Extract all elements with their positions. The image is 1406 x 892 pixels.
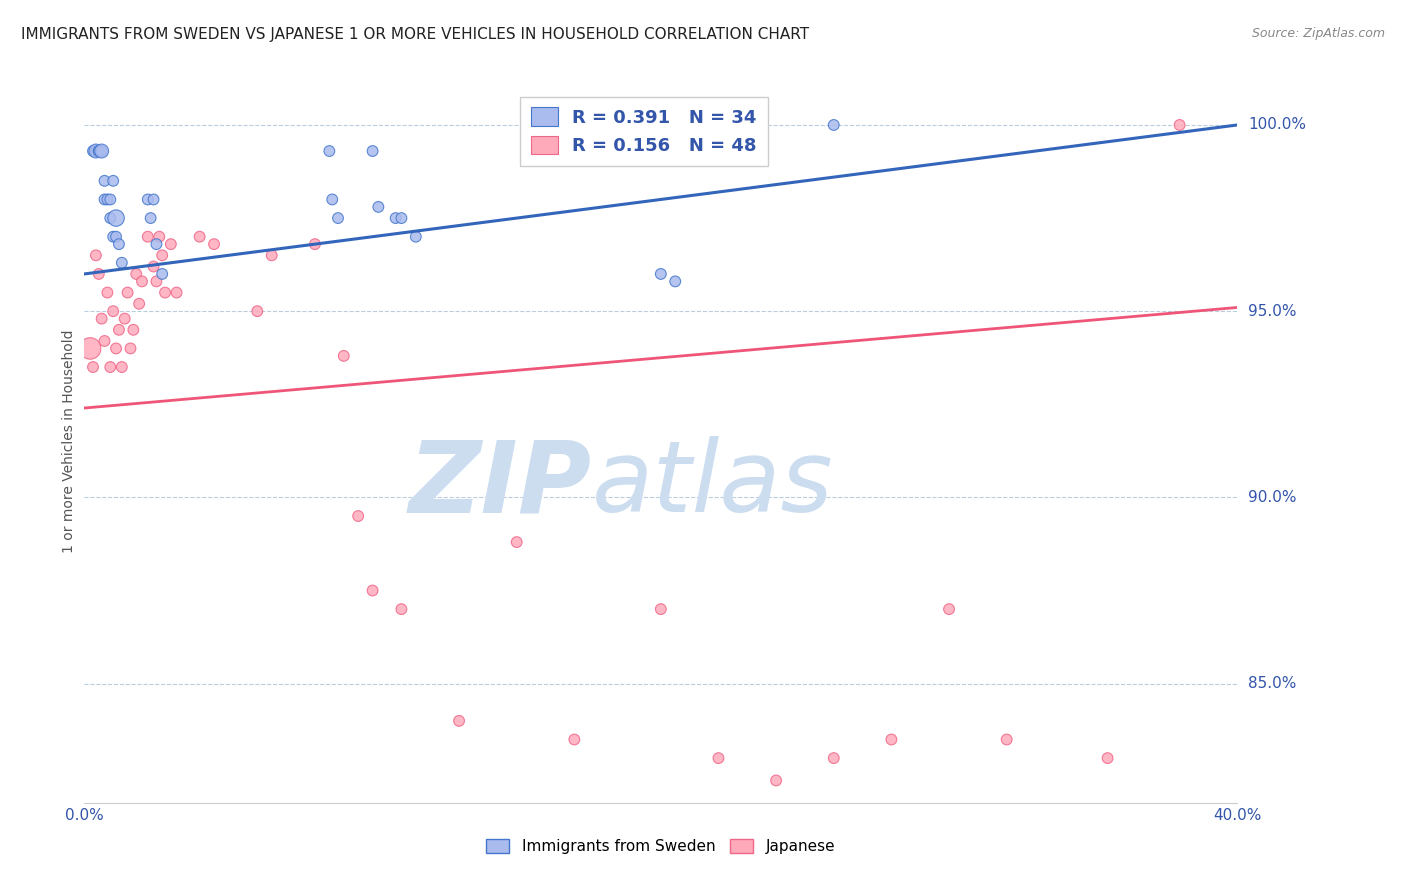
Point [160,237,183,252]
Point [202,237,225,252]
Point [304,237,326,252]
Point [823,751,845,765]
Text: 100.0%: 100.0% [1249,118,1306,133]
Point [318,144,340,158]
Point [111,256,134,270]
Point [108,323,131,337]
Point [938,602,960,616]
Point [765,773,787,788]
Point [150,267,173,281]
Point [361,144,384,158]
Point [82,144,104,158]
Point [347,509,370,524]
Text: 90.0%: 90.0% [1249,490,1296,505]
Point [188,229,211,244]
Point [326,211,349,225]
Point [108,237,131,252]
Point [321,193,343,207]
Point [90,144,112,158]
Point [131,274,153,288]
Point [105,342,128,356]
Text: atlas: atlas [592,436,834,533]
Point [96,285,118,300]
Point [114,311,136,326]
Point [246,304,269,318]
Point [93,334,115,348]
Point [880,732,903,747]
Point [405,229,427,244]
Point [650,602,672,616]
Point [136,193,159,207]
Point [153,285,176,300]
Point [995,732,1018,747]
Point [87,144,110,158]
Point [82,359,104,374]
Point [98,211,121,225]
Point [122,323,145,337]
Point [105,211,128,225]
Text: IMMIGRANTS FROM SWEDEN VS JAPANESE 1 OR MORE VEHICLES IN HOUSEHOLD CORRELATION C: IMMIGRANTS FROM SWEDEN VS JAPANESE 1 OR … [21,27,810,42]
Point [564,732,586,747]
Point [84,144,107,158]
Y-axis label: 1 or more Vehicles in Household: 1 or more Vehicles in Household [62,330,76,553]
Point [136,229,159,244]
Point [103,174,124,188]
Point [111,359,134,374]
Point [142,260,165,274]
Point [823,118,845,132]
Point [98,193,121,207]
Text: Source: ZipAtlas.com: Source: ZipAtlas.com [1251,27,1385,40]
Point [84,144,107,158]
Point [142,193,165,207]
Point [367,200,389,214]
Point [145,237,167,252]
Point [90,311,112,326]
Point [93,174,115,188]
Point [145,274,167,288]
Legend: Immigrants from Sweden, Japanese: Immigrants from Sweden, Japanese [481,833,841,860]
Point [449,714,471,728]
Point [333,349,356,363]
Point [125,267,148,281]
Point [79,342,101,356]
Point [96,193,118,207]
Point [384,211,406,225]
Point [664,274,686,288]
Point [128,297,150,311]
Point [1168,118,1191,132]
Point [105,229,128,244]
Point [150,248,173,262]
Point [120,342,142,356]
Point [103,304,124,318]
Point [90,144,112,158]
Point [87,144,110,158]
Point [361,583,384,598]
Text: 95.0%: 95.0% [1249,303,1296,318]
Point [650,267,672,281]
Point [87,267,110,281]
Point [1097,751,1119,765]
Point [260,248,283,262]
Point [117,285,139,300]
Point [506,535,529,549]
Point [98,359,121,374]
Point [93,193,115,207]
Point [84,248,107,262]
Point [139,211,162,225]
Point [391,211,413,225]
Point [103,229,124,244]
Point [166,285,188,300]
Point [391,602,413,616]
Text: 85.0%: 85.0% [1249,676,1296,691]
Text: ZIP: ZIP [409,436,592,533]
Point [148,229,170,244]
Point [707,751,730,765]
